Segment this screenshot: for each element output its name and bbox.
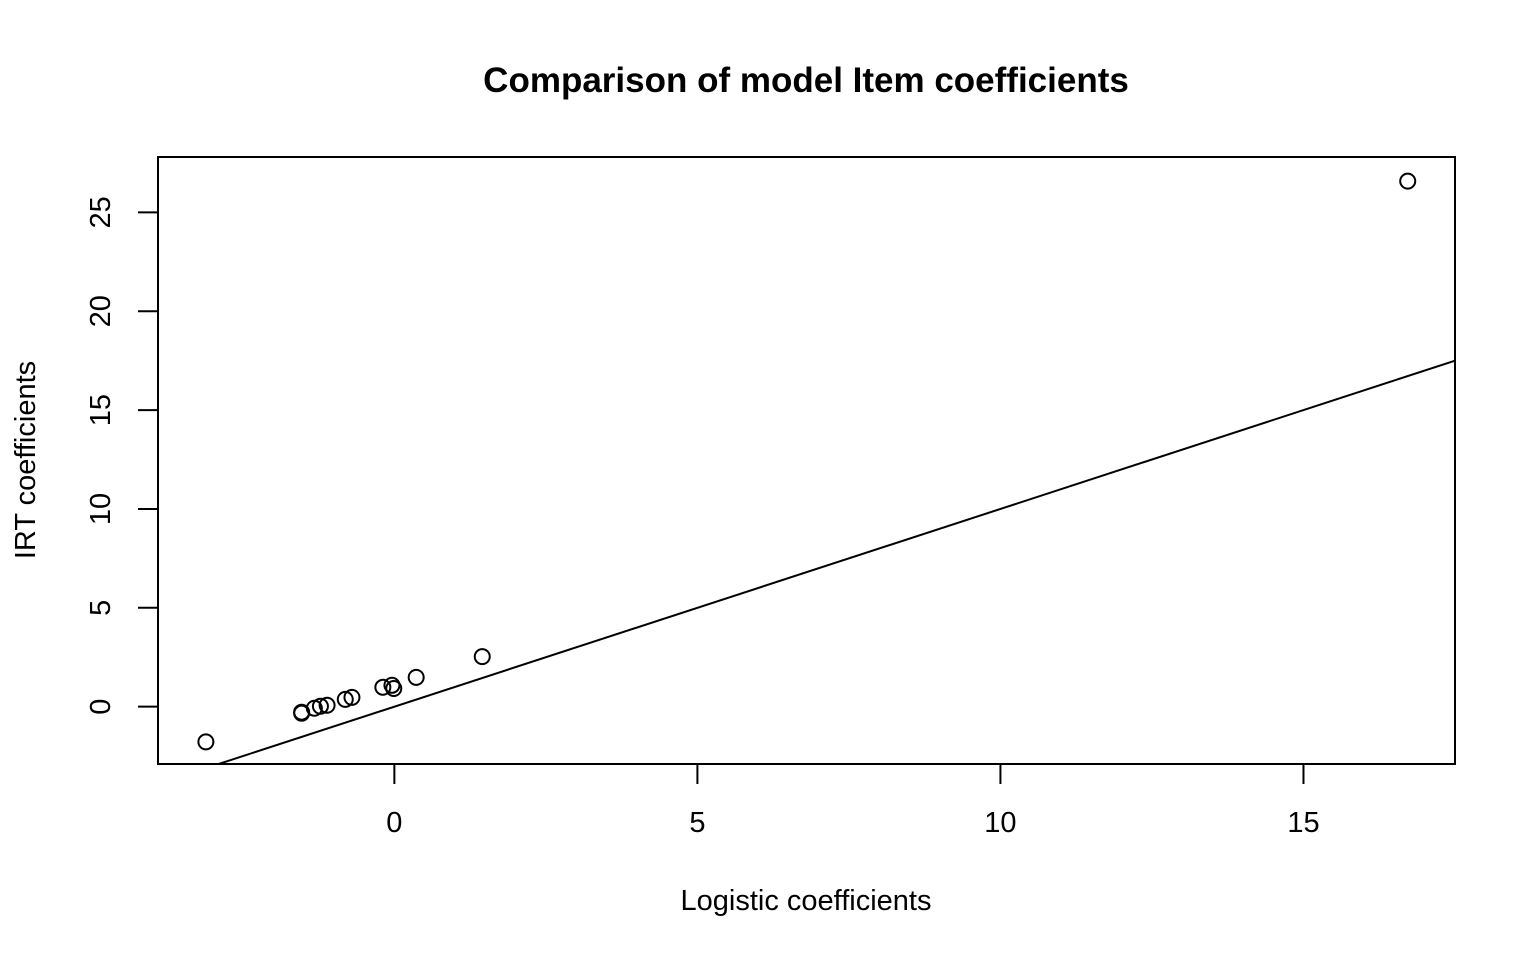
x-tick-label: 15 <box>1287 807 1319 839</box>
x-tick-label: 10 <box>984 807 1016 839</box>
x-axis: 0 5 10 15 <box>386 763 1320 839</box>
y-tick-label: 20 <box>85 295 117 327</box>
x-tick-label: 5 <box>689 807 705 839</box>
reference-line-layer <box>218 359 1456 765</box>
data-point <box>473 648 491 666</box>
x-tick-label: 0 <box>386 807 402 839</box>
plot-frame <box>157 156 1456 765</box>
points-layer <box>197 172 1417 751</box>
data-point <box>385 679 403 697</box>
data-point <box>318 696 336 714</box>
y-tick-label: 5 <box>85 600 117 616</box>
chart-title: Comparison of model Item coefficients <box>483 61 1129 100</box>
data-point <box>336 690 354 708</box>
y-tick-label: 10 <box>85 493 117 525</box>
data-point <box>311 697 329 715</box>
data-point <box>407 668 425 686</box>
y-tick-label: 15 <box>85 394 117 426</box>
y-tick-label: 0 <box>85 699 117 715</box>
y-axis: 0 5 10 15 20 25 <box>85 196 159 715</box>
data-point <box>343 688 361 706</box>
data-point <box>1399 172 1417 190</box>
y-tick-label: 25 <box>85 196 117 228</box>
data-point <box>374 678 392 696</box>
data-point <box>383 676 401 694</box>
y-axis-label: IRT coefficients <box>10 361 42 559</box>
x-axis-label: Logistic coefficients <box>681 885 932 917</box>
reference-line <box>218 359 1456 765</box>
data-point <box>197 733 215 751</box>
